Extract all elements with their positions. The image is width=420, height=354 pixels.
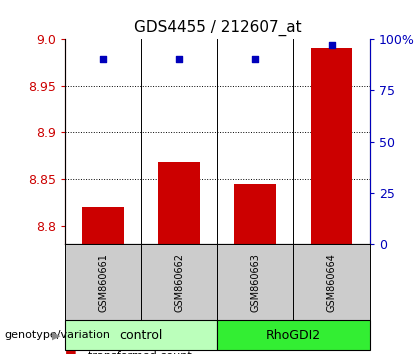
Point [100,57,107,62]
Bar [65,320,218,350]
Bar [218,244,294,320]
Text: control: control [120,329,163,342]
Bar [158,162,200,244]
Bar [82,207,124,244]
Text: GSM860661: GSM860661 [98,253,108,312]
Text: ▶: ▶ [52,330,61,341]
Text: transformed count: transformed count [88,351,192,354]
Bar [141,244,218,320]
Bar [234,184,276,244]
Title: GDS4455 / 212607_at: GDS4455 / 212607_at [134,20,301,36]
Point [176,57,183,62]
Text: GSM860664: GSM860664 [326,253,336,312]
Point [252,57,259,62]
Text: genotype/variation: genotype/variation [4,330,110,341]
Bar [65,244,141,320]
Text: GSM860663: GSM860663 [250,253,260,312]
Text: ■: ■ [65,348,77,354]
Point [328,42,335,48]
Text: RhoGDI2: RhoGDI2 [266,329,321,342]
Bar [294,244,370,320]
Bar [218,320,370,350]
Text: GSM860662: GSM860662 [174,253,184,312]
Bar [311,48,352,244]
